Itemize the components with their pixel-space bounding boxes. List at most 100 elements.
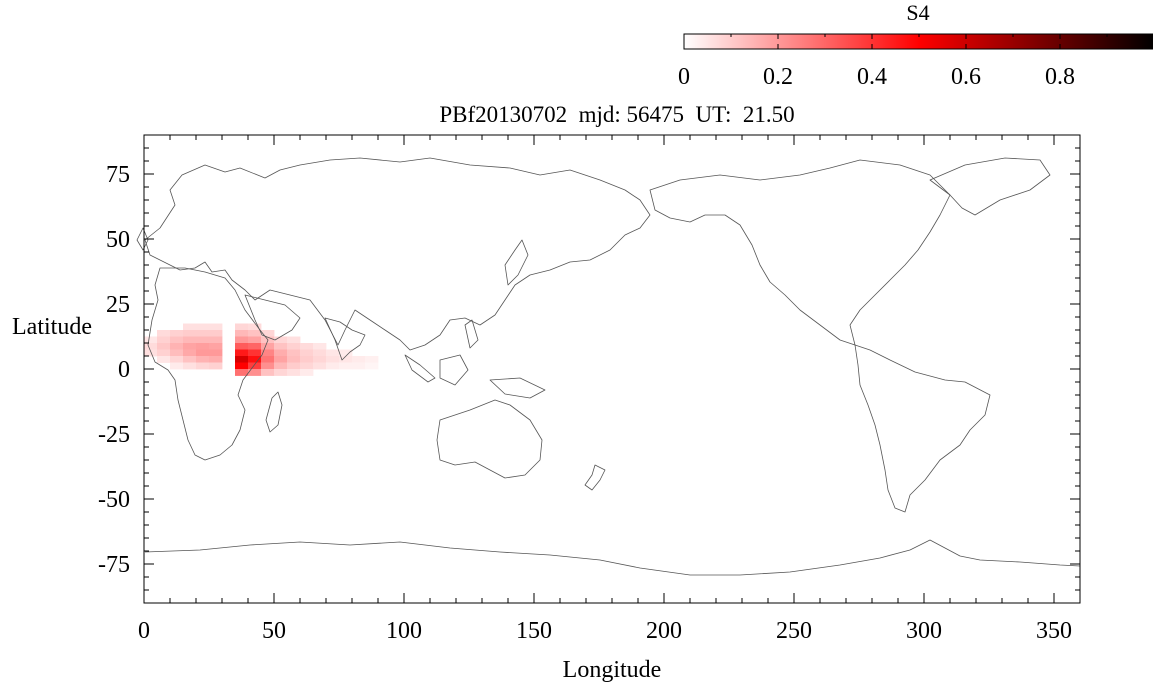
heatmap-cell bbox=[235, 356, 249, 363]
heatmap-cell bbox=[183, 356, 197, 363]
heatmap-cell bbox=[261, 349, 275, 357]
heatmap-cell bbox=[170, 343, 184, 350]
colorbar-tick-label: 0.2 bbox=[763, 64, 793, 90]
colorbar-tick-label: 0 bbox=[678, 64, 690, 90]
heatmap-cell bbox=[261, 356, 275, 363]
plot-area bbox=[136, 134, 1081, 604]
heatmap-cell bbox=[209, 349, 223, 357]
coast-new-zealand bbox=[584, 464, 606, 491]
heatmap-cell bbox=[209, 356, 223, 363]
coast-south-america bbox=[854, 344, 991, 513]
heatmap-cell bbox=[274, 356, 288, 363]
heatmap-cell bbox=[170, 336, 184, 344]
heatmap-cell bbox=[209, 343, 223, 350]
coast-sumatra bbox=[404, 354, 436, 383]
y-tick-label: -50 bbox=[98, 487, 130, 513]
coast-borneo bbox=[439, 354, 469, 386]
heatmap-cell bbox=[183, 362, 197, 370]
coast-madagascar bbox=[265, 391, 283, 433]
heatmap-cell bbox=[287, 362, 301, 370]
heatmap-cell bbox=[261, 330, 275, 337]
heatmap-cell bbox=[248, 362, 262, 370]
heatmap-cell bbox=[352, 362, 366, 370]
coast-british-isles bbox=[136, 227, 149, 251]
heatmap-cell bbox=[209, 323, 223, 331]
y-tick-label: -25 bbox=[98, 422, 130, 448]
heatmap-cell bbox=[300, 369, 314, 376]
heatmap-cell bbox=[300, 349, 314, 357]
heatmap-cell bbox=[300, 362, 314, 370]
heatmap-cell bbox=[326, 349, 340, 357]
heatmap-cell bbox=[144, 349, 158, 357]
y-tick-label: 25 bbox=[106, 292, 130, 318]
x-tick-label: 50 bbox=[262, 618, 286, 644]
coast-japan bbox=[504, 239, 529, 286]
y-tick-label: 50 bbox=[106, 227, 130, 253]
coast-greenland bbox=[929, 157, 1051, 216]
y-tick-label: -75 bbox=[98, 552, 130, 578]
heatmap-cell bbox=[248, 323, 262, 331]
heatmap-cell bbox=[170, 330, 184, 337]
x-axis-label: Longitude bbox=[563, 657, 662, 683]
heatmap-cell bbox=[183, 336, 197, 344]
heatmap-cell bbox=[157, 330, 171, 337]
heatmap-cell bbox=[274, 343, 288, 350]
heatmap-cell bbox=[261, 343, 275, 350]
heatmap-cell bbox=[352, 356, 366, 363]
heatmap-cell bbox=[326, 356, 340, 363]
minor-ticks bbox=[144, 135, 1081, 603]
heatmap-cell bbox=[157, 343, 171, 350]
y-axis-label: Latitude bbox=[12, 314, 92, 340]
x-tick-label: 350 bbox=[1036, 618, 1072, 644]
colorbar: 0 0.2 0.4 0.6 0.8 S4 bbox=[678, 0, 1153, 90]
heatmap-cell bbox=[339, 362, 353, 370]
coast-arabia bbox=[244, 294, 301, 341]
heatmap-cell bbox=[365, 362, 379, 370]
heatmap-cell bbox=[196, 349, 210, 357]
coast-antarctica bbox=[144, 539, 1081, 576]
heatmap-cell bbox=[235, 362, 249, 370]
heatmap-cell bbox=[274, 349, 288, 357]
heatmap-cell bbox=[274, 336, 288, 344]
heatmap-cell bbox=[209, 330, 223, 337]
heatmap-cell bbox=[196, 323, 210, 331]
heatmap-cell bbox=[313, 362, 327, 370]
heatmap-cell bbox=[248, 369, 262, 376]
colorbar-tick-label: 0.6 bbox=[951, 64, 981, 90]
heatmap-cell bbox=[274, 362, 288, 370]
chart-title: PBf20130702 mjd: 56475 UT: 21.50 bbox=[439, 102, 794, 127]
colorbar-tick-label: 0.8 bbox=[1045, 64, 1075, 90]
heatmap-cell bbox=[287, 349, 301, 357]
heatmap-cell bbox=[248, 330, 262, 337]
heatmap-cell bbox=[209, 336, 223, 344]
heatmap-cell bbox=[196, 336, 210, 344]
heatmap-cell bbox=[248, 356, 262, 363]
heatmap-cell bbox=[365, 356, 379, 363]
heatmap-cell bbox=[248, 343, 262, 350]
colorbar-tick-label: 0.4 bbox=[857, 64, 887, 90]
heatmap-cell bbox=[196, 356, 210, 363]
heatmap-cell bbox=[183, 330, 197, 337]
heatmap-cell bbox=[261, 369, 275, 376]
heatmap-cell bbox=[287, 343, 301, 350]
coast-philippines bbox=[464, 319, 479, 349]
heatmap-cell bbox=[235, 330, 249, 337]
heatmap-cell bbox=[300, 356, 314, 363]
coast-new-guinea bbox=[489, 377, 546, 399]
colorbar-label: S4 bbox=[906, 0, 929, 25]
coast-india bbox=[324, 317, 366, 361]
heatmap-cell bbox=[157, 336, 171, 344]
heatmap-cell bbox=[183, 349, 197, 357]
heatmap-cell bbox=[248, 336, 262, 344]
heatmap-cell bbox=[287, 369, 301, 376]
heatmap-cell bbox=[196, 330, 210, 337]
heatmap-cell bbox=[339, 349, 353, 357]
heatmap-cell bbox=[183, 343, 197, 350]
colorbar-ticks: 0 0.2 0.4 0.6 0.8 bbox=[678, 34, 1108, 90]
heatmap-cell bbox=[339, 356, 353, 363]
heatmap-cell bbox=[326, 362, 340, 370]
heatmap-cell bbox=[144, 343, 158, 350]
heatmap-cell bbox=[157, 356, 171, 363]
coast-eurasia bbox=[144, 157, 651, 351]
heatmap-cell bbox=[144, 336, 158, 344]
